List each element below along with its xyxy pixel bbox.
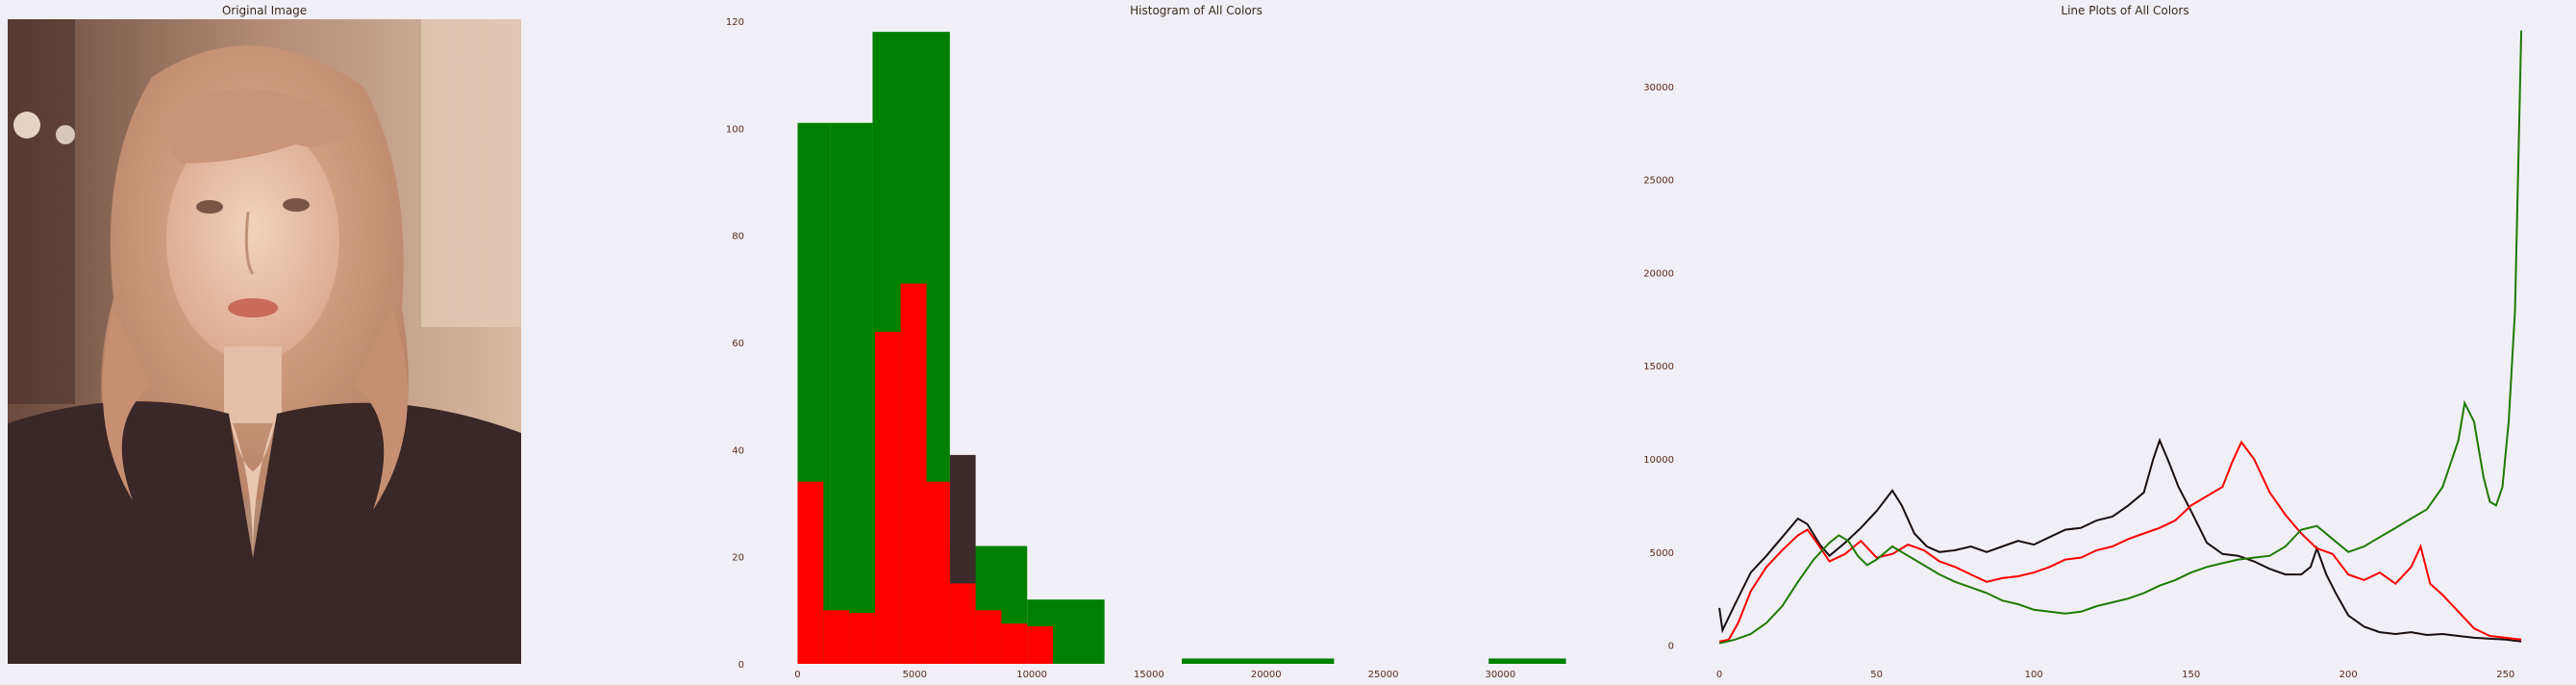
histogram-y-tick-label: 120 (726, 17, 744, 28)
line-series-line_black (1718, 437, 2522, 643)
line-plot-x-ticks: 0 50 100 150 200 250 (1716, 670, 2514, 680)
histogram-bar-red-2 (849, 613, 875, 664)
line-series-line_red (1718, 440, 2522, 643)
histogram-x-ticks: 0 5000 10000 15000 20000 25000 30000 (794, 670, 1515, 680)
histogram-x-tick-label: 5000 (903, 670, 927, 680)
histogram-bar-red-9 (1027, 626, 1054, 664)
histogram-bar-green-1 (830, 122, 873, 665)
histogram-y-tick-label: 20 (732, 553, 744, 564)
histogram-bar-red-7 (975, 610, 1002, 664)
histogram-x-tick-label: 20000 (1251, 670, 1282, 680)
line-plot-series (1718, 30, 2523, 645)
histogram-y-tick-label: 80 (732, 232, 744, 242)
histogram-x-tick-label: 30000 (1485, 670, 1515, 680)
line-y-tick-label: 15000 (1643, 362, 1674, 372)
line-y-tick-label: 5000 (1650, 548, 1674, 559)
line-y-tick-label: 20000 (1643, 268, 1674, 279)
line-plot-y-ticks: 0 5000 10000 15000 20000 25000 30000 (1643, 83, 1674, 652)
histogram-x-tick-label: 15000 (1134, 670, 1164, 680)
histogram-bar-red-4 (900, 283, 927, 664)
histogram-x-tick-label: 25000 (1368, 670, 1399, 680)
image-panel-title: Original Image (221, 4, 308, 17)
original-image (8, 19, 521, 664)
portrait-photo-illustration (8, 19, 521, 664)
histogram-title: Histogram of All Colors (1130, 4, 1263, 17)
line-series-line_green (1718, 30, 2523, 645)
histogram-bar-red-5 (926, 481, 950, 664)
line-x-tick-label: 150 (2182, 670, 2200, 680)
histogram-y-ticks: 0 20 40 60 80 100 120 (726, 17, 744, 671)
line-y-tick-label: 0 (1668, 642, 1674, 652)
histogram-y-tick-label: 0 (738, 660, 744, 671)
lineplot-title: Line Plots of All Colors (2061, 4, 2189, 17)
histogram-bar-red-1 (823, 610, 850, 664)
histogram-bar-green-6 (1488, 658, 1566, 664)
histogram-bars (797, 32, 1566, 665)
histogram-bar-red-6 (949, 583, 976, 664)
line-x-tick-label: 100 (2025, 670, 2043, 680)
line-y-tick-label: 25000 (1643, 176, 1674, 187)
line-x-tick-label: 250 (2496, 670, 2514, 680)
histogram-bar-green-5 (1182, 658, 1335, 664)
histogram-x-tick-label: 10000 (1016, 670, 1047, 680)
line-y-tick-label: 30000 (1643, 83, 1674, 93)
line-x-tick-label: 50 (1870, 670, 1883, 680)
histogram-y-tick-label: 60 (732, 339, 744, 349)
line-x-tick-label: 200 (2339, 670, 2358, 680)
line-x-tick-label: 0 (1716, 670, 1722, 680)
line-y-tick-label: 10000 (1643, 455, 1674, 466)
histogram-y-tick-label: 40 (732, 445, 744, 456)
histogram-y-tick-label: 100 (726, 124, 744, 135)
histogram-bar-red-8 (1001, 623, 1028, 664)
histogram-bar-red-0 (797, 481, 824, 664)
histogram-x-tick-label: 0 (794, 670, 800, 680)
histogram-bar-red-3 (874, 331, 901, 664)
